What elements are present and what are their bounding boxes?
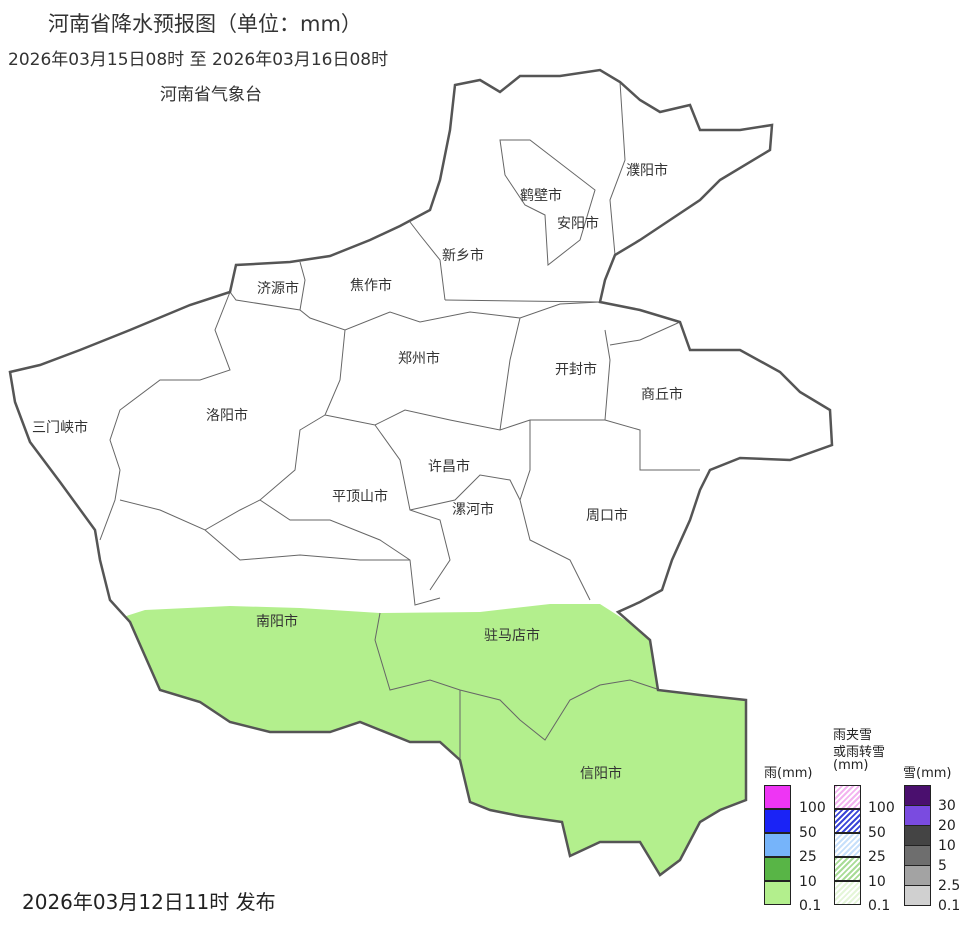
legend-mixed-label: 100: [868, 800, 895, 816]
city-label-shangqiu: 商丘市: [641, 386, 683, 403]
agency-name: 河南省气象台: [160, 85, 262, 105]
city-label-jiaozuo: 焦作市: [350, 277, 392, 294]
legend-rain-label: 25: [799, 849, 817, 865]
issue-time: 2026年03月12日11时 发布: [22, 890, 276, 914]
legend-snow-title: 雪(mm): [903, 766, 952, 781]
city-label-anyang: 安阳市: [557, 215, 599, 232]
map-title: 河南省降水预报图（单位：mm）: [48, 12, 362, 36]
legend-mixed-label: 10: [868, 874, 886, 890]
city-label-zhengzhou: 郑州市: [398, 350, 440, 367]
legend-rain-label: 10: [799, 874, 817, 890]
legend-snow-swatch-0.1: [904, 885, 931, 906]
city-label-jiyuan: 济源市: [257, 280, 299, 297]
city-label-luohe: 漯河市: [452, 501, 494, 518]
legend-rain-swatch-25: [764, 833, 791, 857]
city-label-xuchang: 许昌市: [428, 458, 470, 475]
rain-area-0.1-10mm: [100, 604, 760, 875]
legend-rain-swatch-50: [764, 809, 791, 833]
legend-snow-swatch-2.5: [904, 865, 931, 886]
legend-mixed-swatch-10: [834, 857, 861, 881]
city-label-xinxiang: 新乡市: [442, 247, 484, 264]
legend-snow-label: 0.1: [938, 898, 961, 914]
legend-snow-swatch-10: [904, 825, 931, 846]
legend-snow-swatch-30plus: [904, 785, 931, 806]
legend-rain-swatch-100plus: [764, 785, 791, 809]
city-label-hebi: 鹤壁市: [520, 187, 562, 204]
city-label-zhumadian: 驻马店市: [484, 627, 540, 644]
city-label-pingdingshan: 平顶山市: [332, 488, 388, 505]
city-label-luoyang: 洛阳市: [206, 407, 248, 424]
legend-rain-label: 100: [799, 800, 826, 816]
legend-mixed-label: 25: [868, 849, 886, 865]
legend-mixed-title-2: 或雨转雪: [833, 745, 886, 760]
forecast-period: 2026年03月15日08时 至 2026年03月16日08时: [8, 50, 389, 70]
city-label-kaifeng: 开封市: [555, 361, 597, 378]
city-label-nanyang: 南阳市: [256, 613, 298, 630]
legend-mixed-title-1: 雨夹雪: [833, 728, 873, 743]
legend-rain-swatch-0.1: [764, 881, 791, 905]
legend-snow-label: 5: [938, 858, 947, 874]
city-boundaries: [99, 81, 700, 760]
city-label-sanmenxia: 三门峡市: [32, 419, 88, 436]
legend-rain-title: 雨(mm): [764, 766, 813, 781]
city-label-zhoukou: 周口市: [586, 507, 628, 524]
city-label-xinyang: 信阳市: [580, 765, 622, 782]
legend-snow-swatch-20: [904, 805, 931, 826]
legend-mixed-label: 0.1: [868, 898, 891, 914]
legend-mixed-swatch-0.1: [834, 881, 861, 905]
legend-mixed-title-3: (mm): [833, 758, 869, 773]
legend-snow-swatch-5: [904, 845, 931, 866]
legend-mixed-label: 50: [868, 825, 886, 841]
legend-snow-label: 10: [938, 838, 956, 854]
legend-snow-label: 2.5: [938, 878, 961, 894]
legend-rain-label: 50: [799, 825, 817, 841]
legend-snow-label: 20: [938, 818, 956, 834]
legend-rain-swatch-10: [764, 857, 791, 881]
legend-snow-label: 30: [938, 798, 956, 814]
city-label-puyang: 濮阳市: [626, 162, 668, 179]
legend-mixed-swatch-100plus: [834, 785, 861, 809]
legend-mixed-swatch-25: [834, 833, 861, 857]
legend-mixed-swatch-50: [834, 809, 861, 833]
legend-rain-label: 0.1: [799, 898, 822, 914]
